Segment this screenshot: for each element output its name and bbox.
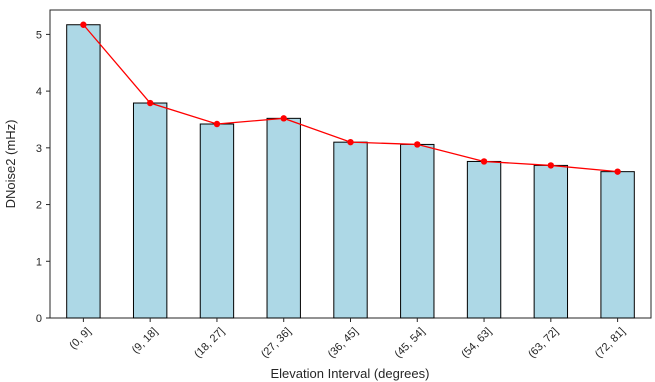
line-marker xyxy=(347,138,354,146)
bar xyxy=(132,102,168,319)
y-tick-label: 3 xyxy=(36,143,42,155)
line-marker xyxy=(414,141,421,148)
y-tick-label: 4 xyxy=(36,86,42,98)
x-tick-label: (0, 9] xyxy=(67,326,93,352)
y-tick-label: 0 xyxy=(36,313,42,325)
x-axis: (0, 9] (9, 18] (18, 27] (27, 36] (36, 45] (45… xyxy=(67,318,628,361)
bar xyxy=(266,117,301,319)
line-marker xyxy=(480,158,488,165)
x-tick-label: (36, 45] xyxy=(326,326,361,361)
line-marker xyxy=(80,21,87,28)
x-tick-label: (72, 81] xyxy=(593,326,628,361)
y-axis-label: DNoise2 (mHz) xyxy=(3,120,18,209)
y-axis: 0 1 2 3 4 5 xyxy=(36,29,50,325)
y-tick-label: 5 xyxy=(36,29,42,41)
x-axis-label: Elevation Interval (degrees) xyxy=(271,366,430,381)
x-tick-label: (27, 36] xyxy=(259,326,294,361)
line-overlay-group xyxy=(80,21,621,175)
x-tick-label: (18, 27] xyxy=(192,326,227,361)
bar xyxy=(66,24,101,319)
bar xyxy=(600,171,635,319)
bar xyxy=(199,123,235,319)
x-tick-label: (45, 54] xyxy=(393,326,428,361)
line-marker xyxy=(280,115,287,122)
bar xyxy=(466,160,502,319)
bar xyxy=(400,143,435,319)
x-tick-label: (63, 72] xyxy=(526,326,561,361)
line-marker xyxy=(614,168,621,175)
bar xyxy=(333,141,368,319)
line-marker xyxy=(213,120,221,128)
y-tick-label: 1 xyxy=(36,256,42,268)
bars-group xyxy=(66,24,635,319)
line-marker xyxy=(146,99,154,107)
x-tick-label: (54, 63] xyxy=(459,326,494,361)
x-tick-label: (9, 18] xyxy=(130,326,161,357)
line-marker xyxy=(547,162,555,169)
y-tick-label: 2 xyxy=(36,200,42,212)
bar xyxy=(533,164,569,319)
